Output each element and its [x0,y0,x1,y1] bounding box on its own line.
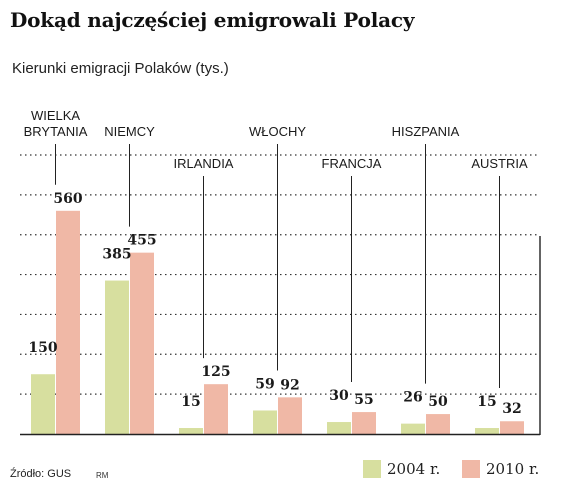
bar-2004 [253,410,277,434]
bar-2004 [327,422,351,434]
data-label-2010: 455 [127,233,156,249]
bar-2010 [204,384,228,434]
legend-swatch-2004 [363,460,381,478]
legend-item-2010: 2010 r. [462,460,539,478]
legend-swatch-2010 [462,460,480,478]
bar-2010 [352,412,376,434]
chart-subtitle: Kierunki emigracji Polaków (tys.) [12,60,229,77]
data-label-2004: 385 [102,247,131,263]
legend-label-2010: 2010 r. [486,460,540,478]
category-label: FRANCJA [322,156,382,171]
bar-2004 [475,428,499,434]
source-note: Źródło: GUS [10,468,72,480]
data-label-2004: 15 [181,394,200,410]
bar-2004 [105,280,129,434]
data-label-2004: 26 [403,390,422,406]
chart-title: Dokąd najczęściej emigrowali Polacy [10,8,415,32]
bar-2010 [426,414,450,434]
bar-2010 [500,421,524,434]
legend-item-2004: 2004 r. [363,460,440,478]
data-label-2010: 50 [428,394,448,410]
category-label: BRYTANIA [24,124,88,139]
data-label-2010: 560 [53,191,82,207]
bar-2004 [31,374,55,434]
data-label-2010: 92 [280,377,299,393]
data-label-2010: 32 [502,401,521,417]
category-label: NIEMCY [104,124,155,139]
bar-2010 [278,397,302,434]
author-credit: RM [96,471,109,480]
legend-label-2004: 2004 r. [387,460,441,478]
bar-2004 [179,428,203,434]
category-label: WŁOCHY [249,124,306,139]
bar-2010 [56,210,80,434]
category-label: IRLANDIA [174,156,234,171]
data-label-2004: 15 [477,394,496,410]
bar-2004 [401,423,425,434]
category-label: HISZPANIA [392,124,460,139]
bar-2010 [130,252,154,434]
category-label: AUSTRIA [471,156,528,171]
data-label-2010: 55 [354,392,373,408]
data-label-2010: 125 [201,364,230,380]
data-label-2004: 59 [255,376,274,392]
category-label: WIELKA [31,108,80,123]
data-label-2004: 150 [28,340,57,356]
data-label-2004: 30 [329,388,349,404]
